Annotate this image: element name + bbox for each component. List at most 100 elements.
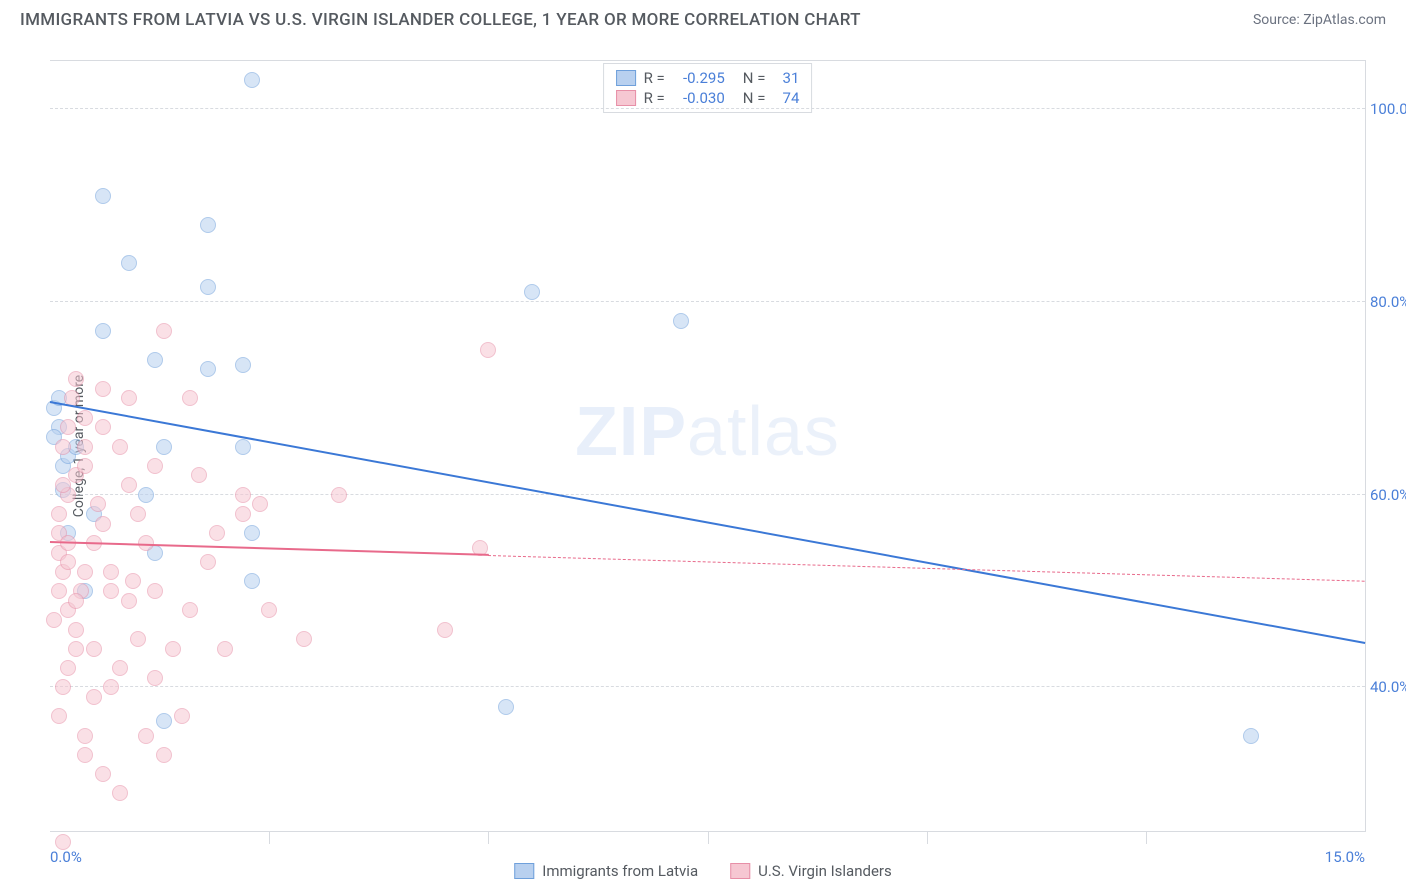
legend-r-label: R = — [644, 69, 665, 87]
x-tick-label: 0.0% — [50, 848, 82, 866]
data-point — [1243, 728, 1259, 744]
data-point — [112, 439, 128, 455]
legend-row: R = -0.030 N = 74 — [616, 88, 800, 108]
data-point — [112, 785, 128, 801]
data-point — [95, 419, 111, 435]
chart-title: IMMIGRANTS FROM LATVIA VS U.S. VIRGIN IS… — [20, 10, 861, 30]
legend-item: U.S. Virgin Islanders — [730, 862, 892, 880]
data-point — [182, 602, 198, 618]
data-point — [121, 255, 137, 271]
data-point — [252, 496, 268, 512]
data-point — [244, 573, 260, 589]
data-point — [138, 728, 154, 744]
legend-r-value: -0.295 — [673, 69, 725, 87]
data-point — [235, 357, 251, 373]
legend-swatch — [730, 863, 750, 879]
data-point — [77, 439, 93, 455]
data-point — [498, 699, 514, 715]
data-point — [156, 713, 172, 729]
legend-r-label: R = — [644, 89, 665, 107]
data-point — [331, 487, 347, 503]
data-point — [147, 352, 163, 368]
legend-r-value: -0.030 — [673, 89, 725, 107]
x-tick — [1146, 832, 1147, 844]
data-point — [77, 747, 93, 763]
x-tick — [927, 832, 928, 844]
scatter-chart: ZIPatlas R =-0.295N =31R =-0.030N =74 40… — [50, 60, 1366, 832]
gridline — [50, 301, 1365, 302]
data-point — [77, 728, 93, 744]
data-point — [95, 323, 111, 339]
data-point — [174, 708, 190, 724]
data-point — [103, 679, 119, 695]
legend-n-label: N = — [743, 69, 766, 87]
data-point — [165, 641, 181, 657]
data-point — [480, 342, 496, 358]
data-point — [121, 593, 137, 609]
data-point — [296, 631, 312, 647]
data-point — [191, 467, 207, 483]
data-point — [437, 622, 453, 638]
data-point — [60, 554, 76, 570]
data-point — [147, 670, 163, 686]
data-point — [68, 641, 84, 657]
data-point — [90, 496, 106, 512]
data-point — [200, 361, 216, 377]
y-tick-label: 80.0% — [1370, 293, 1406, 311]
data-point — [244, 525, 260, 541]
data-point — [103, 583, 119, 599]
data-point — [68, 371, 84, 387]
data-point — [55, 477, 71, 493]
data-point — [244, 72, 260, 88]
data-point — [121, 477, 137, 493]
y-tick-label: 100.0% — [1370, 100, 1406, 118]
data-point — [95, 516, 111, 532]
gridline — [50, 686, 1365, 687]
x-tick-label: 15.0% — [1325, 848, 1365, 866]
data-point — [77, 564, 93, 580]
legend-label: U.S. Virgin Islanders — [758, 862, 892, 880]
trend-line — [50, 401, 1365, 644]
data-point — [130, 631, 146, 647]
y-tick-label: 40.0% — [1370, 678, 1406, 696]
data-point — [673, 313, 689, 329]
data-point — [121, 390, 137, 406]
data-point — [95, 381, 111, 397]
data-point — [156, 747, 172, 763]
data-point — [51, 708, 67, 724]
data-point — [46, 612, 62, 628]
legend-label: Immigrants from Latvia — [542, 862, 698, 880]
x-tick — [269, 832, 270, 844]
x-tick — [488, 832, 489, 844]
series-legend: Immigrants from Latvia U.S. Virgin Island… — [514, 862, 892, 880]
data-point — [156, 323, 172, 339]
gridline — [50, 108, 1365, 109]
data-point — [68, 622, 84, 638]
legend-item: Immigrants from Latvia — [514, 862, 698, 880]
data-point — [55, 834, 71, 850]
trend-line — [50, 541, 488, 556]
data-point — [209, 525, 225, 541]
x-tick — [708, 832, 709, 844]
data-point — [51, 583, 67, 599]
data-point — [95, 766, 111, 782]
data-point — [130, 506, 146, 522]
data-point — [138, 487, 154, 503]
data-point — [77, 458, 93, 474]
legend-n-label: N = — [743, 89, 766, 107]
data-point — [77, 410, 93, 426]
data-point — [147, 583, 163, 599]
data-point — [55, 439, 71, 455]
data-point — [60, 660, 76, 676]
data-point — [156, 439, 172, 455]
data-point — [524, 284, 540, 300]
legend-n-value: 74 — [773, 89, 799, 107]
trend-line — [488, 555, 1365, 582]
data-point — [125, 573, 141, 589]
correlation-legend: R =-0.295N =31R =-0.030N =74 — [603, 63, 813, 113]
legend-swatch — [616, 70, 636, 86]
data-point — [235, 487, 251, 503]
legend-swatch — [616, 90, 636, 106]
legend-swatch — [514, 863, 534, 879]
data-point — [217, 641, 233, 657]
